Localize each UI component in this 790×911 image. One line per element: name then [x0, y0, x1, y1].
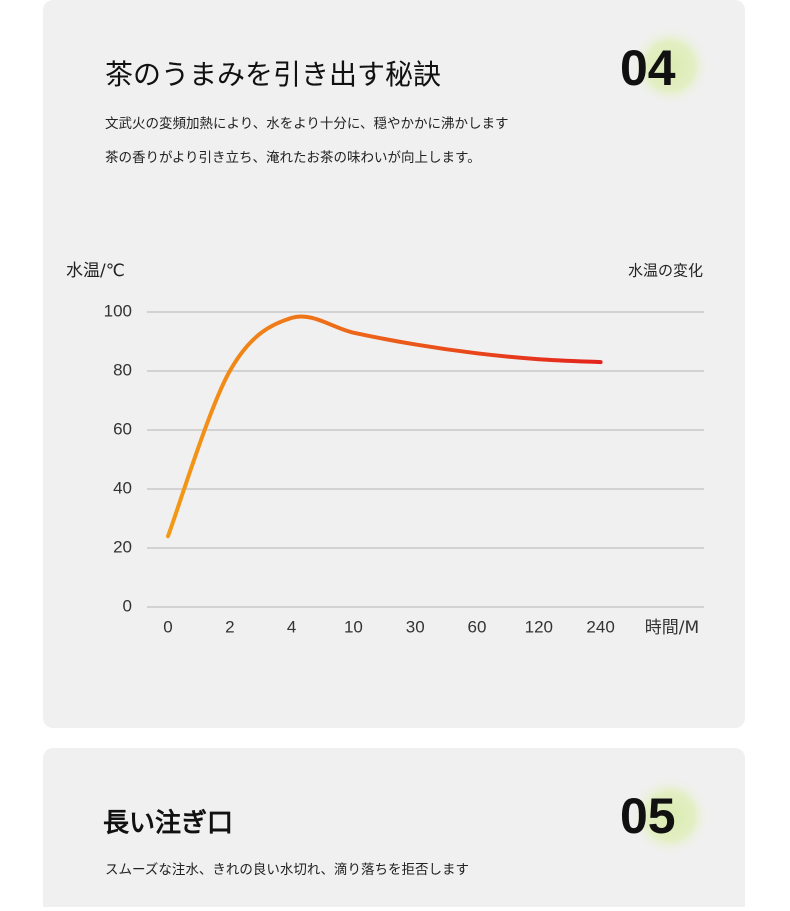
legend-label: 水温の変化: [628, 262, 703, 280]
description: スムーズな注水、きれの良い水切れ、滴り落ちを拒否します: [105, 861, 469, 878]
y-tick-label: 40: [113, 478, 132, 497]
x-tick-label: 0: [163, 617, 172, 636]
y-tick-label: 0: [123, 596, 132, 615]
x-tick-label: 240: [586, 617, 614, 636]
x-tick-label: 30: [406, 617, 425, 636]
section-number: 04: [620, 40, 676, 96]
y-tick-label: 80: [113, 360, 132, 379]
section-title: 茶のうまみを引き出す秘訣: [105, 58, 441, 91]
y-tick-label: 60: [113, 419, 132, 438]
section-title: 長い注ぎ口: [103, 808, 233, 839]
number-glow: [630, 776, 710, 856]
x-tick-label: 4: [287, 617, 296, 636]
x-tick-label: 60: [468, 617, 487, 636]
description: 茶の香りがより引き立ち、淹れたお茶の味わいが向上します。: [105, 150, 481, 166]
y-tick-label: 100: [104, 301, 132, 320]
x-axis-label: 時間/M: [645, 618, 699, 638]
x-tick-label: 120: [525, 617, 553, 636]
section-number: 05: [620, 788, 676, 844]
x-tick-label: 2: [225, 617, 234, 636]
x-tick-label: 10: [344, 617, 363, 636]
card: [43, 748, 745, 911]
card: [43, 0, 745, 728]
y-axis-label: 水温/℃: [66, 261, 125, 281]
line: [166, 314, 603, 539]
description: 文武火の変頻加熱により、水をより十分に、穏やかかに沸かします: [105, 115, 509, 132]
number-glow: [630, 26, 710, 106]
y-tick-label: 20: [113, 537, 132, 556]
plot: 0 20 40 60 80 100 0 2 4 10 30 60 120 240 時間/M: [104, 301, 704, 638]
